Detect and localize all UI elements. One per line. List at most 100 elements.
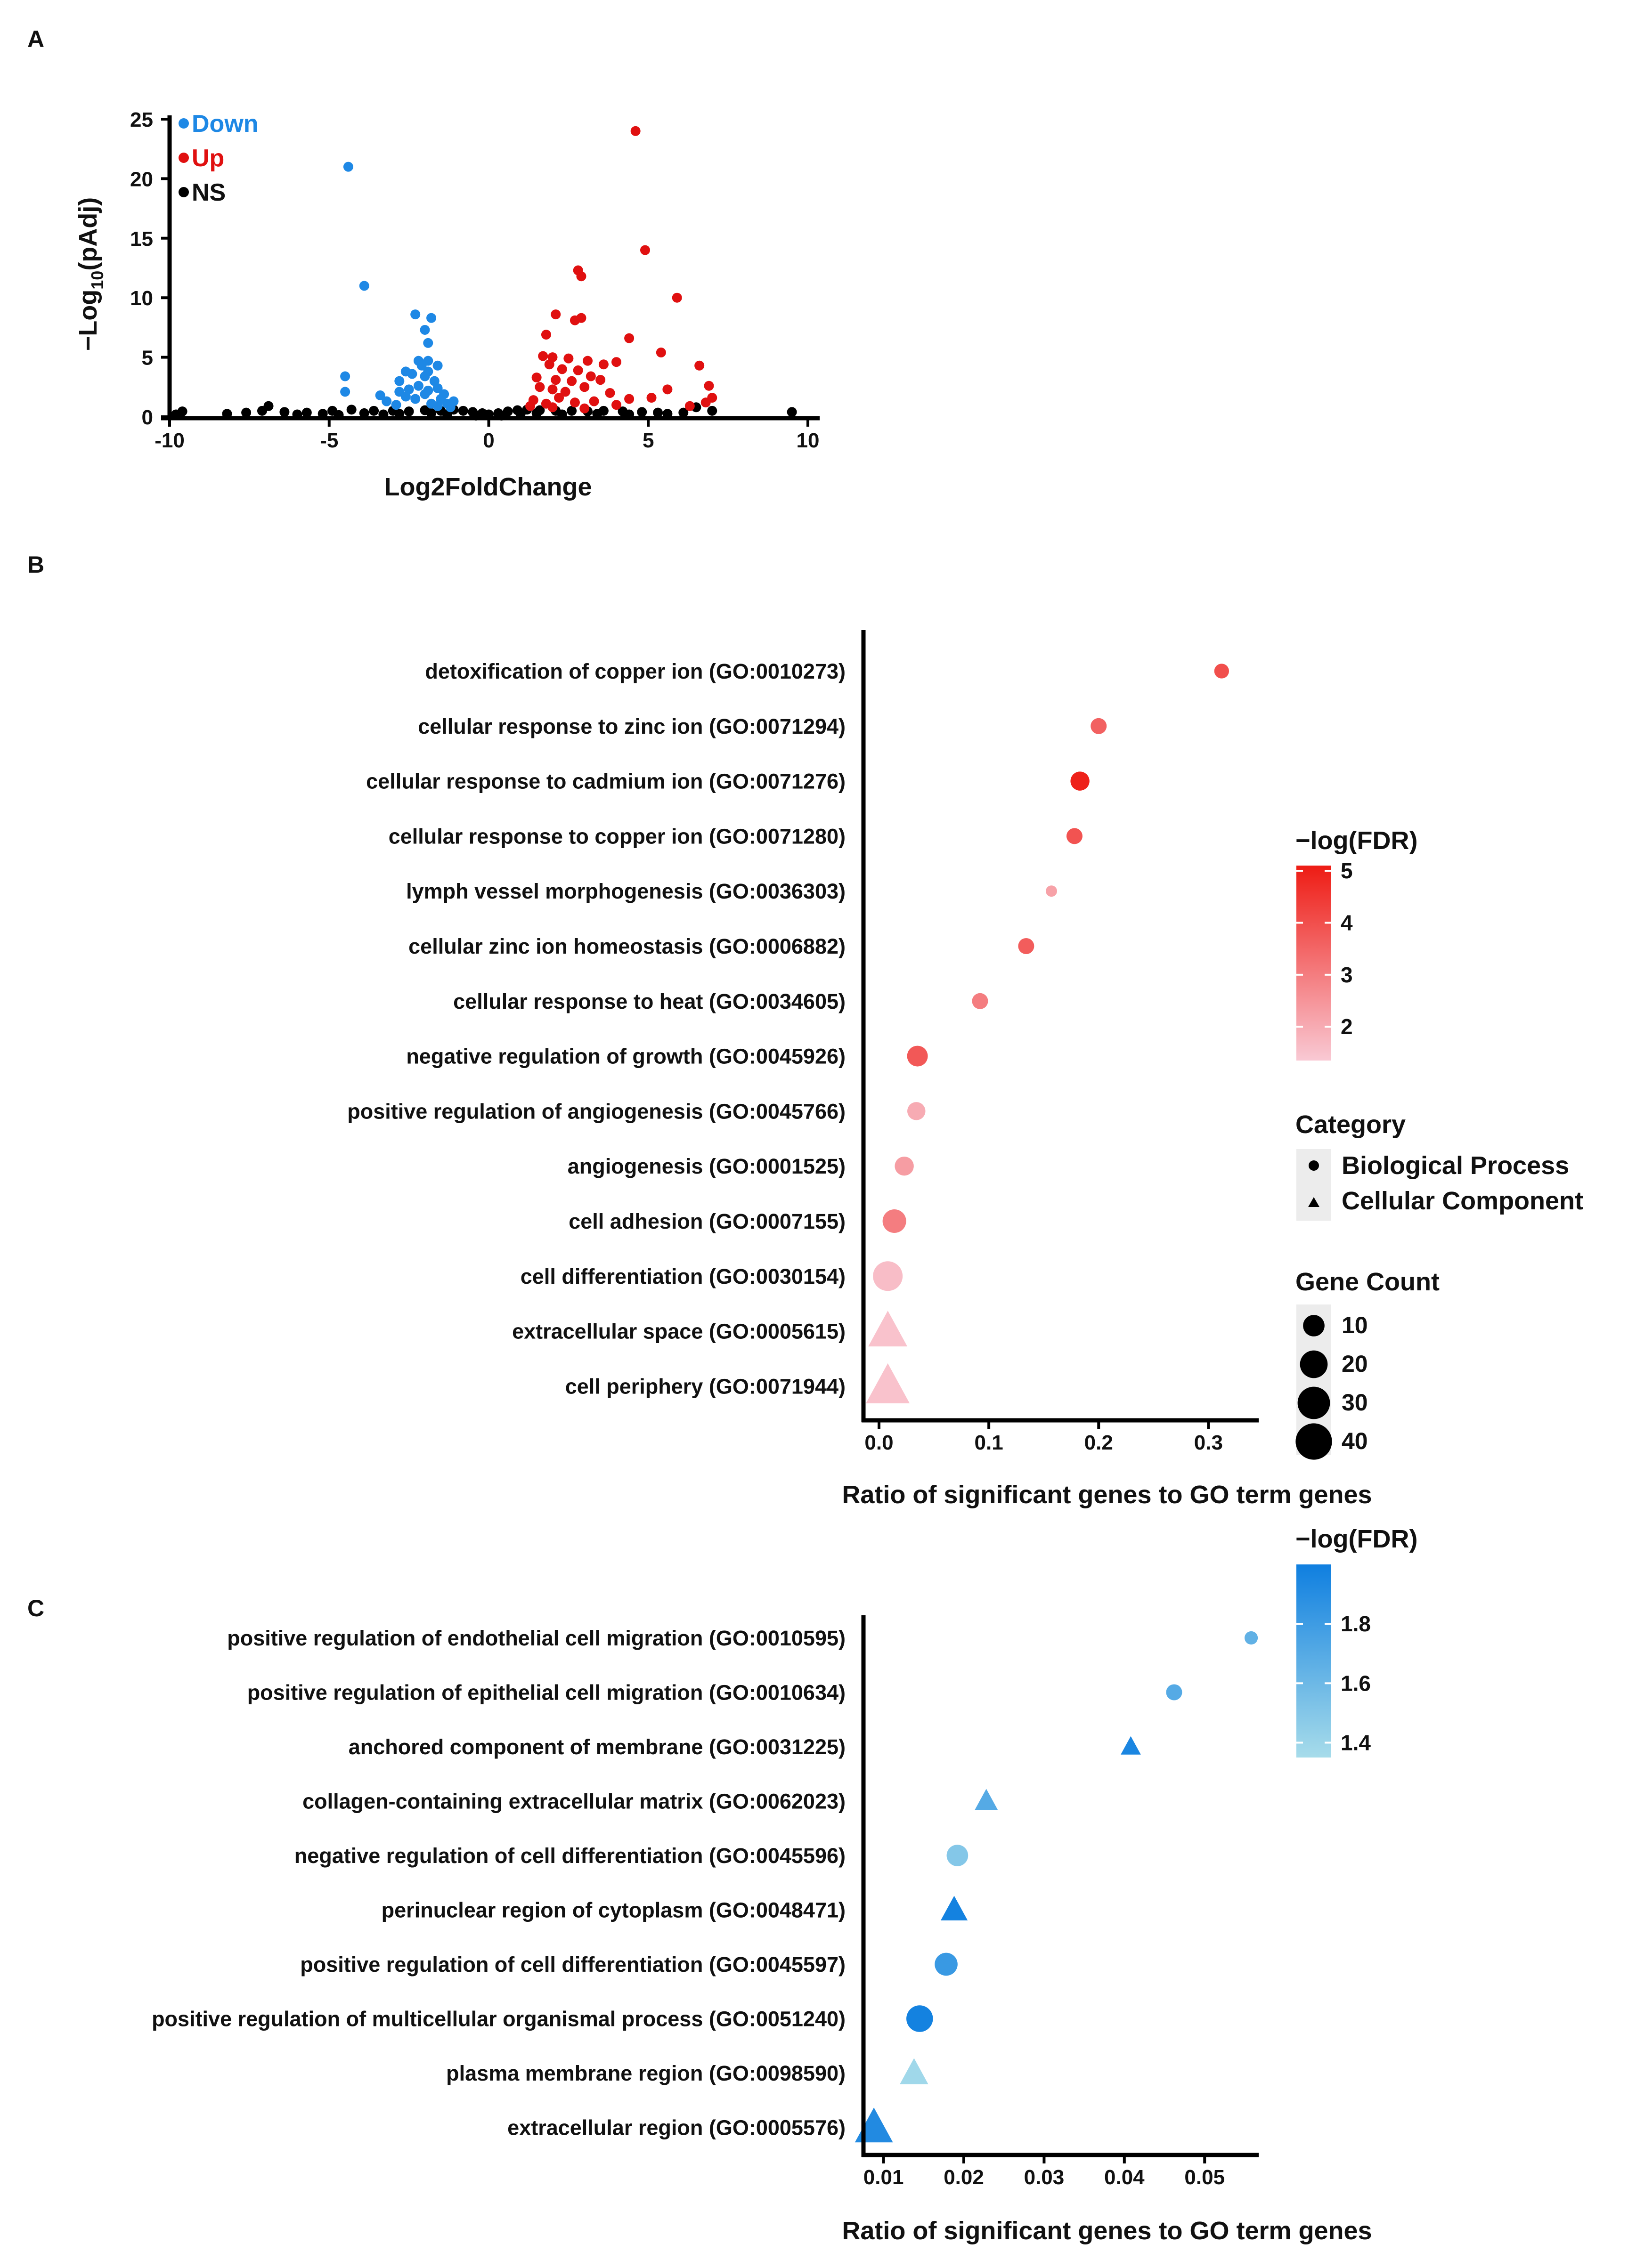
- go-term-circle-mark: [1070, 771, 1090, 791]
- volcano-point-ns: [301, 407, 312, 418]
- go-term-circle-mark: [1245, 1631, 1258, 1645]
- volcano-y-label: −Log10(pAdj): [74, 197, 107, 351]
- volcano-point-up: [586, 371, 596, 381]
- volcano-point-down: [432, 401, 443, 411]
- panel-letter-b: B: [27, 551, 44, 578]
- volcano-point-up: [551, 309, 561, 320]
- go-term-label: positive regulation of multicellular org…: [152, 2007, 846, 2031]
- go-term-triangle-mark: [1121, 1736, 1141, 1755]
- volcano-y-tick-label: 25: [130, 108, 153, 131]
- go-x-tick-label: 0.02: [944, 2166, 984, 2189]
- go-term-circle-mark: [906, 2005, 933, 2032]
- go-term-label: negative regulation of cell differentiat…: [294, 1844, 846, 1868]
- volcano-point-down: [359, 281, 369, 291]
- size-legend-label: 20: [1342, 1351, 1368, 1377]
- volcano-point-ns: [458, 405, 468, 416]
- volcano-point-up: [535, 382, 545, 392]
- go-down-term-labels: positive regulation of endothelial cell …: [152, 1626, 846, 2140]
- go-term-circle-mark: [873, 1261, 903, 1291]
- go-term-circle-mark: [907, 1102, 926, 1120]
- go-x-tick-label: 0.2: [1084, 1431, 1113, 1454]
- volcano-point-down: [410, 394, 421, 404]
- go-term-label: angiogenesis (GO:0001525): [568, 1154, 846, 1178]
- go-term-label: cell adhesion (GO:0007155): [569, 1209, 846, 1233]
- go-term-label: perinuclear region of cytoplasm (GO:0048…: [382, 1898, 846, 1922]
- go-term-label: collagen-containing extracellular matrix…: [302, 1790, 846, 1814]
- volcano-point-ns: [404, 406, 414, 417]
- volcano-y-ticks: 0 5 10 15 20 25: [130, 108, 170, 429]
- go-term-label: anchored component of membrane (GO:00312…: [349, 1735, 846, 1759]
- colorbar-tick-label: 5: [1341, 859, 1353, 883]
- volcano-point-up: [579, 382, 590, 392]
- volcano-point-down: [375, 390, 385, 400]
- volcano-legend: Down Up NS: [179, 110, 259, 206]
- size-legend-label: 40: [1342, 1428, 1368, 1454]
- go-term-label: cellular response to copper ion (GO:0071…: [389, 824, 846, 848]
- go-up-marks: [866, 664, 1229, 1403]
- size-legend-dot: [1300, 1350, 1328, 1378]
- go-term-label: cell differentiation (GO:0030154): [521, 1264, 846, 1288]
- volcano-point-up: [573, 365, 583, 375]
- go-down-colorbar-ticks: 1.4 1.6 1.8: [1296, 1612, 1371, 1755]
- volcano-point-up: [595, 375, 606, 385]
- volcano-point-ns: [263, 401, 274, 411]
- go-up-fdr-legend: −log(FDR) 2 3 4 5: [1295, 826, 1417, 1061]
- colorbar-tick-label: 2: [1341, 1014, 1353, 1039]
- volcano-point-up: [570, 397, 580, 408]
- go-term-label: positive regulation of angiogenesis (GO:…: [347, 1099, 846, 1123]
- go-up-fdr-legend-title: −log(FDR): [1295, 826, 1417, 855]
- go-x-tick-label: 0.05: [1184, 2166, 1225, 2189]
- size-legend-label: 30: [1342, 1389, 1368, 1416]
- go-term-circle-mark: [935, 1952, 958, 1976]
- go-term-circle-mark: [1018, 938, 1034, 954]
- go-term-label: detoxification of copper ion (GO:0010273…: [425, 659, 846, 683]
- volcano-point-down: [416, 360, 427, 371]
- go-term-label: positive regulation of cell differentiat…: [300, 1952, 846, 1976]
- volcano-point-ns: [653, 407, 663, 418]
- volcano-point-ns: [279, 407, 290, 417]
- go-term-triangle-mark: [868, 1311, 908, 1347]
- volcano-point-up: [611, 400, 621, 410]
- volcano-point-up: [598, 359, 609, 370]
- volcano-point-down: [423, 338, 433, 348]
- volcano-point-up: [547, 384, 558, 395]
- size-legend-title: Gene Count: [1295, 1268, 1440, 1296]
- volcano-point-down: [410, 309, 421, 320]
- volcano-point-up: [563, 353, 574, 364]
- volcano-point-down: [413, 381, 423, 391]
- go-up-fdr-colorbar: [1296, 866, 1331, 1061]
- go-up-size-legend: Gene Count 10 20 30 40: [1295, 1268, 1440, 1460]
- volcano-point-down: [420, 324, 430, 335]
- volcano-point-up: [531, 373, 542, 383]
- volcano-point-up: [541, 330, 551, 340]
- volcano-point-up: [551, 375, 561, 385]
- go-down-marks: [855, 1631, 1258, 2143]
- go-x-tick-label: 0.01: [863, 2166, 904, 2189]
- colorbar-tick-label: 1.6: [1341, 1671, 1371, 1695]
- go-term-label: positive regulation of epithelial cell m…: [247, 1681, 846, 1705]
- volcano-point-up: [538, 351, 548, 361]
- size-legend-items: 10 20 30 40: [1295, 1312, 1368, 1460]
- volcano-points: [171, 126, 797, 421]
- size-legend-dot: [1295, 1423, 1332, 1460]
- volcano-point-up: [640, 245, 650, 255]
- volcano-point-up: [624, 333, 635, 343]
- go-term-label: negative regulation of growth (GO:004592…: [406, 1045, 846, 1069]
- volcano-y-label-main: −Log: [74, 290, 102, 351]
- go-up-category-legend: Category Biological Process Cellular Com…: [1295, 1110, 1583, 1221]
- volcano-point-ns: [787, 407, 797, 417]
- volcano-point-up: [684, 401, 695, 411]
- volcano-point-ns: [637, 407, 647, 417]
- go-term-circle-mark: [907, 1045, 928, 1067]
- go-term-circle-mark: [1214, 664, 1229, 679]
- volcano-point-up: [557, 364, 567, 374]
- go-term-circle-mark: [1091, 718, 1107, 734]
- volcano-point-down: [340, 387, 350, 397]
- legend-ns-label: NS: [192, 179, 226, 206]
- volcano-x-tick-label: 10: [797, 429, 820, 452]
- volcano-point-up: [579, 403, 590, 413]
- volcano-x-ticks: -10 -5 0 5 10: [155, 418, 819, 452]
- panel-letter-c: C: [27, 1595, 44, 1621]
- volcano-point-down: [382, 396, 392, 406]
